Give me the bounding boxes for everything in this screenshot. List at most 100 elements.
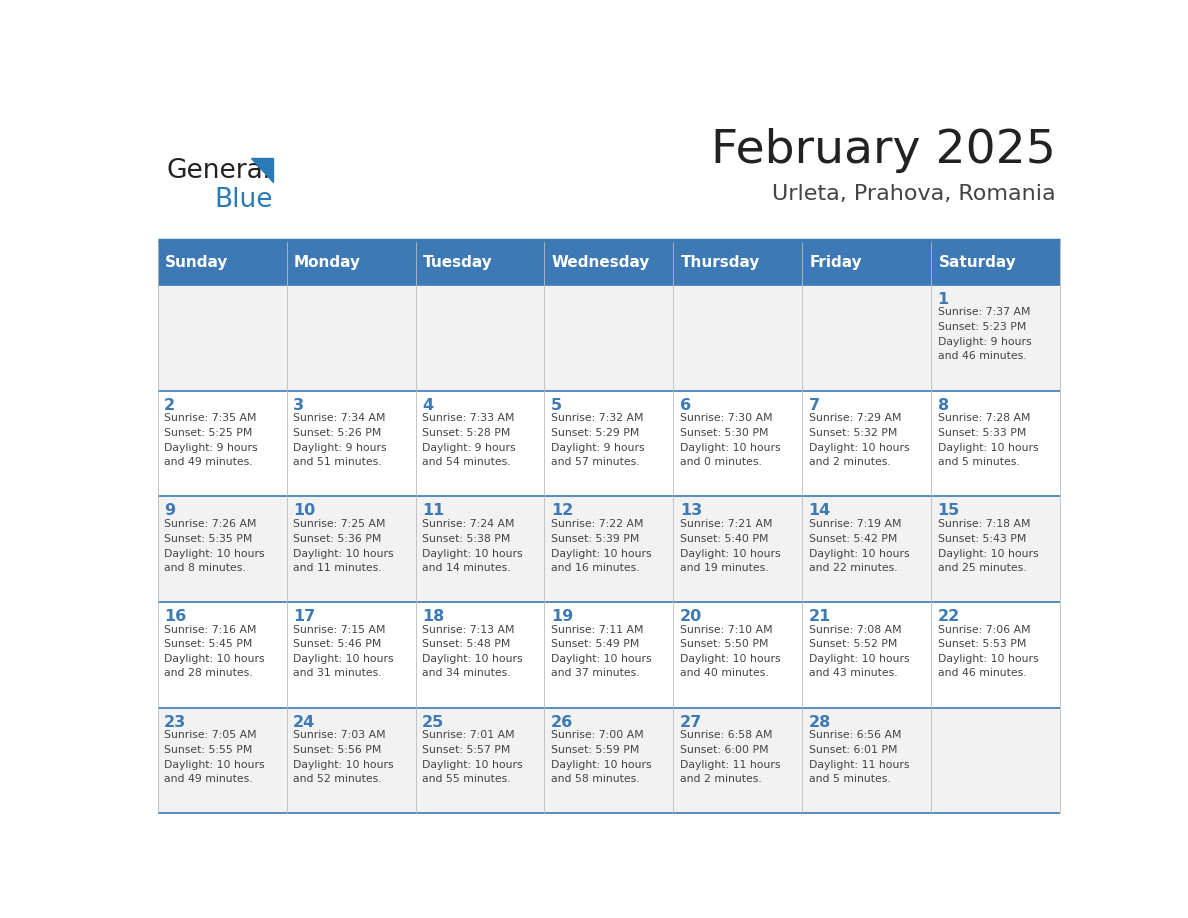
Text: and 37 minutes.: and 37 minutes. [551,668,639,678]
Text: and 51 minutes.: and 51 minutes. [293,457,381,467]
Text: Sunset: 5:39 PM: Sunset: 5:39 PM [551,533,639,543]
Text: and 5 minutes.: and 5 minutes. [809,774,890,784]
Text: Daylight: 10 hours: Daylight: 10 hours [293,655,393,665]
Text: Daylight: 10 hours: Daylight: 10 hours [164,655,265,665]
Text: 12: 12 [551,503,573,519]
Text: Wednesday: Wednesday [551,255,650,270]
Text: Sunset: 5:50 PM: Sunset: 5:50 PM [680,640,769,649]
Text: and 19 minutes.: and 19 minutes. [680,563,769,573]
Text: and 2 minutes.: and 2 minutes. [680,774,762,784]
Bar [158,708,286,813]
Text: Daylight: 11 hours: Daylight: 11 hours [809,760,909,770]
Text: Daylight: 10 hours: Daylight: 10 hours [680,442,781,453]
Text: Daylight: 10 hours: Daylight: 10 hours [680,655,781,665]
Text: Daylight: 10 hours: Daylight: 10 hours [551,655,651,665]
Text: Daylight: 10 hours: Daylight: 10 hours [293,549,393,558]
Text: Sunrise: 7:26 AM: Sunrise: 7:26 AM [164,519,257,529]
Bar [674,497,802,602]
Text: Sunset: 5:38 PM: Sunset: 5:38 PM [422,533,511,543]
Text: Sunset: 5:57 PM: Sunset: 5:57 PM [422,745,511,756]
Text: and 55 minutes.: and 55 minutes. [422,774,511,784]
Text: Sunset: 6:00 PM: Sunset: 6:00 PM [680,745,769,756]
Bar [802,602,931,708]
Bar [802,497,931,602]
Bar [931,285,1060,390]
Text: Daylight: 10 hours: Daylight: 10 hours [164,760,265,770]
Text: Thursday: Thursday [681,255,760,270]
Text: Monday: Monday [293,255,361,270]
Text: and 52 minutes.: and 52 minutes. [293,774,381,784]
Bar [158,602,286,708]
Bar [416,390,544,497]
Text: 10: 10 [293,503,315,519]
Text: Sunrise: 7:37 AM: Sunrise: 7:37 AM [937,308,1030,318]
Bar [674,241,802,285]
Text: and 0 minutes.: and 0 minutes. [680,457,762,467]
Bar [802,708,931,813]
Bar [674,390,802,497]
Text: Sunset: 5:28 PM: Sunset: 5:28 PM [422,428,511,438]
Text: Saturday: Saturday [939,255,1016,270]
Bar [674,285,802,390]
Text: Sunrise: 7:35 AM: Sunrise: 7:35 AM [164,413,257,423]
Text: and 31 minutes.: and 31 minutes. [293,668,381,678]
Text: Daylight: 11 hours: Daylight: 11 hours [680,760,781,770]
Text: and 28 minutes.: and 28 minutes. [164,668,253,678]
Text: February 2025: February 2025 [710,128,1055,173]
Text: Sunset: 5:53 PM: Sunset: 5:53 PM [937,640,1026,649]
Text: and 57 minutes.: and 57 minutes. [551,457,639,467]
Text: Daylight: 10 hours: Daylight: 10 hours [680,549,781,558]
Bar [544,708,674,813]
Bar [544,602,674,708]
Text: Daylight: 9 hours: Daylight: 9 hours [551,442,644,453]
Text: Sunrise: 7:10 AM: Sunrise: 7:10 AM [680,624,772,634]
Text: and 25 minutes.: and 25 minutes. [937,563,1026,573]
Text: Sunrise: 7:34 AM: Sunrise: 7:34 AM [293,413,386,423]
Bar [931,390,1060,497]
Text: Sunset: 5:49 PM: Sunset: 5:49 PM [551,640,639,649]
Text: 15: 15 [937,503,960,519]
Text: 5: 5 [551,397,562,412]
Text: Sunset: 5:30 PM: Sunset: 5:30 PM [680,428,769,438]
Text: Sunrise: 7:03 AM: Sunrise: 7:03 AM [293,731,386,740]
Text: Sunset: 5:46 PM: Sunset: 5:46 PM [293,640,381,649]
Text: Daylight: 9 hours: Daylight: 9 hours [164,442,258,453]
Bar [416,241,544,285]
Text: 17: 17 [293,609,315,624]
Text: 23: 23 [164,715,187,730]
Text: and 43 minutes.: and 43 minutes. [809,668,897,678]
Bar [931,602,1060,708]
Text: Sunrise: 7:06 AM: Sunrise: 7:06 AM [937,624,1030,634]
Text: and 5 minutes.: and 5 minutes. [937,457,1019,467]
Bar [158,390,286,497]
Text: Sunrise: 7:11 AM: Sunrise: 7:11 AM [551,624,644,634]
Text: Sunset: 5:25 PM: Sunset: 5:25 PM [164,428,253,438]
Text: and 34 minutes.: and 34 minutes. [422,668,511,678]
Text: and 40 minutes.: and 40 minutes. [680,668,769,678]
Text: Sunrise: 7:33 AM: Sunrise: 7:33 AM [422,413,514,423]
Bar [544,390,674,497]
Text: 24: 24 [293,715,315,730]
Text: Sunset: 5:43 PM: Sunset: 5:43 PM [937,533,1026,543]
Text: 8: 8 [937,397,949,412]
Bar [416,602,544,708]
Text: 20: 20 [680,609,702,624]
Text: Daylight: 10 hours: Daylight: 10 hours [422,549,523,558]
Bar [802,285,931,390]
Bar [802,241,931,285]
Text: 9: 9 [164,503,176,519]
Text: Sunrise: 7:15 AM: Sunrise: 7:15 AM [293,624,386,634]
Text: Sunset: 5:48 PM: Sunset: 5:48 PM [422,640,511,649]
Text: Sunset: 5:55 PM: Sunset: 5:55 PM [164,745,253,756]
Text: 25: 25 [422,715,444,730]
Text: 6: 6 [680,397,691,412]
Text: Sunrise: 6:58 AM: Sunrise: 6:58 AM [680,731,772,740]
Text: and 49 minutes.: and 49 minutes. [164,457,253,467]
Text: and 54 minutes.: and 54 minutes. [422,457,511,467]
Text: Sunrise: 7:21 AM: Sunrise: 7:21 AM [680,519,772,529]
Text: Sunset: 5:32 PM: Sunset: 5:32 PM [809,428,897,438]
Text: 22: 22 [937,609,960,624]
Bar [416,285,544,390]
Text: Daylight: 10 hours: Daylight: 10 hours [809,655,909,665]
Bar [931,708,1060,813]
